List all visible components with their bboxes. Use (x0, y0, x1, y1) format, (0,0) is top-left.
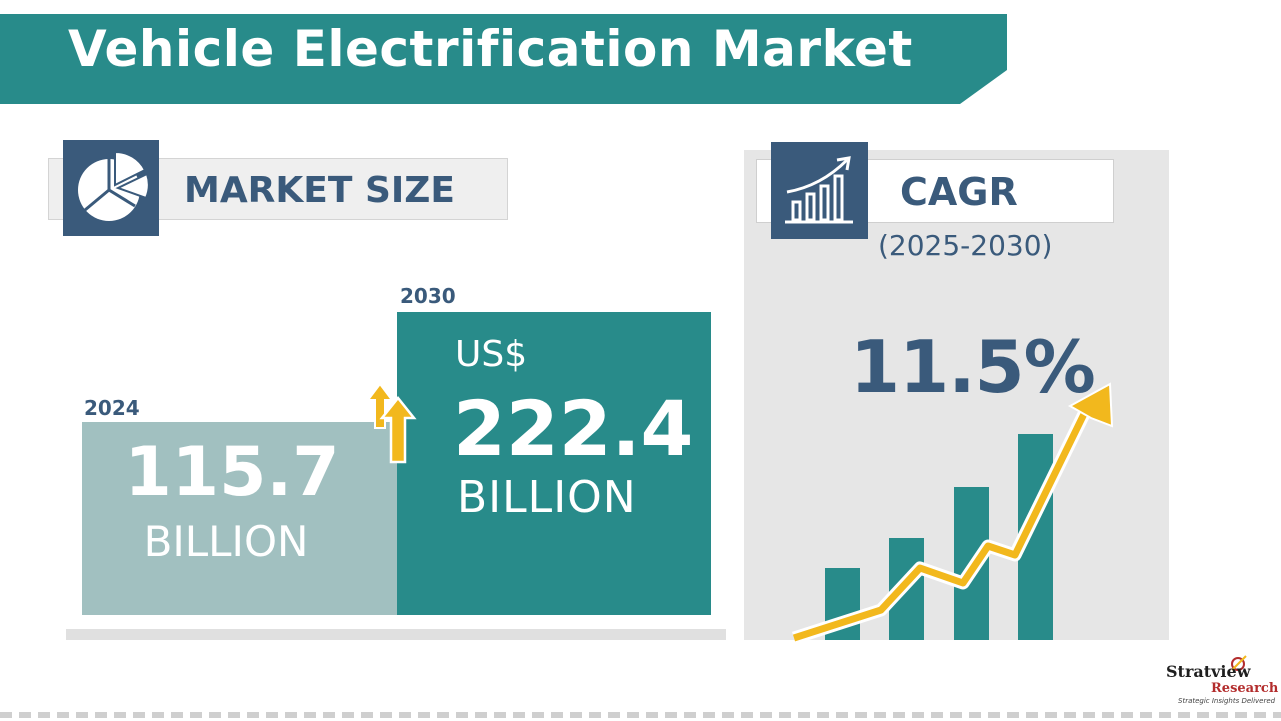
logo-sub: Research (1211, 681, 1279, 696)
unit-2024: BILLION (143, 517, 309, 566)
year-2024-label: 2024 (84, 396, 140, 420)
footer-divider (0, 712, 1281, 718)
unit-2030: BILLION (457, 472, 637, 523)
bars-base-shadow (66, 629, 726, 640)
bar-2024 (82, 422, 400, 615)
value-2024: 115.7 (124, 433, 340, 512)
growth-chart-icon (771, 142, 868, 239)
currency-2030: US$ (455, 334, 528, 375)
title-banner (0, 14, 1007, 104)
year-2030-label: 2030 (400, 284, 456, 308)
bar-2030 (397, 312, 711, 615)
up-arrows-icon (366, 382, 417, 464)
page-title: Vehicle Electrification Market (68, 20, 913, 78)
stratview-logo (1231, 655, 1247, 671)
cagr-label: CAGR (900, 170, 1018, 214)
cagr-value: 11.5% (850, 325, 1096, 409)
cagr-period: (2025-2030) (878, 229, 1053, 262)
market-size-label: MARKET SIZE (184, 170, 456, 211)
logo-tagline: Strategic Insights Delivered (1178, 697, 1276, 705)
logo-name: Stratview (1166, 662, 1251, 681)
value-2030: 222.4 (453, 384, 694, 473)
pie-chart-icon (63, 140, 159, 236)
growth-illustration (792, 382, 1114, 642)
